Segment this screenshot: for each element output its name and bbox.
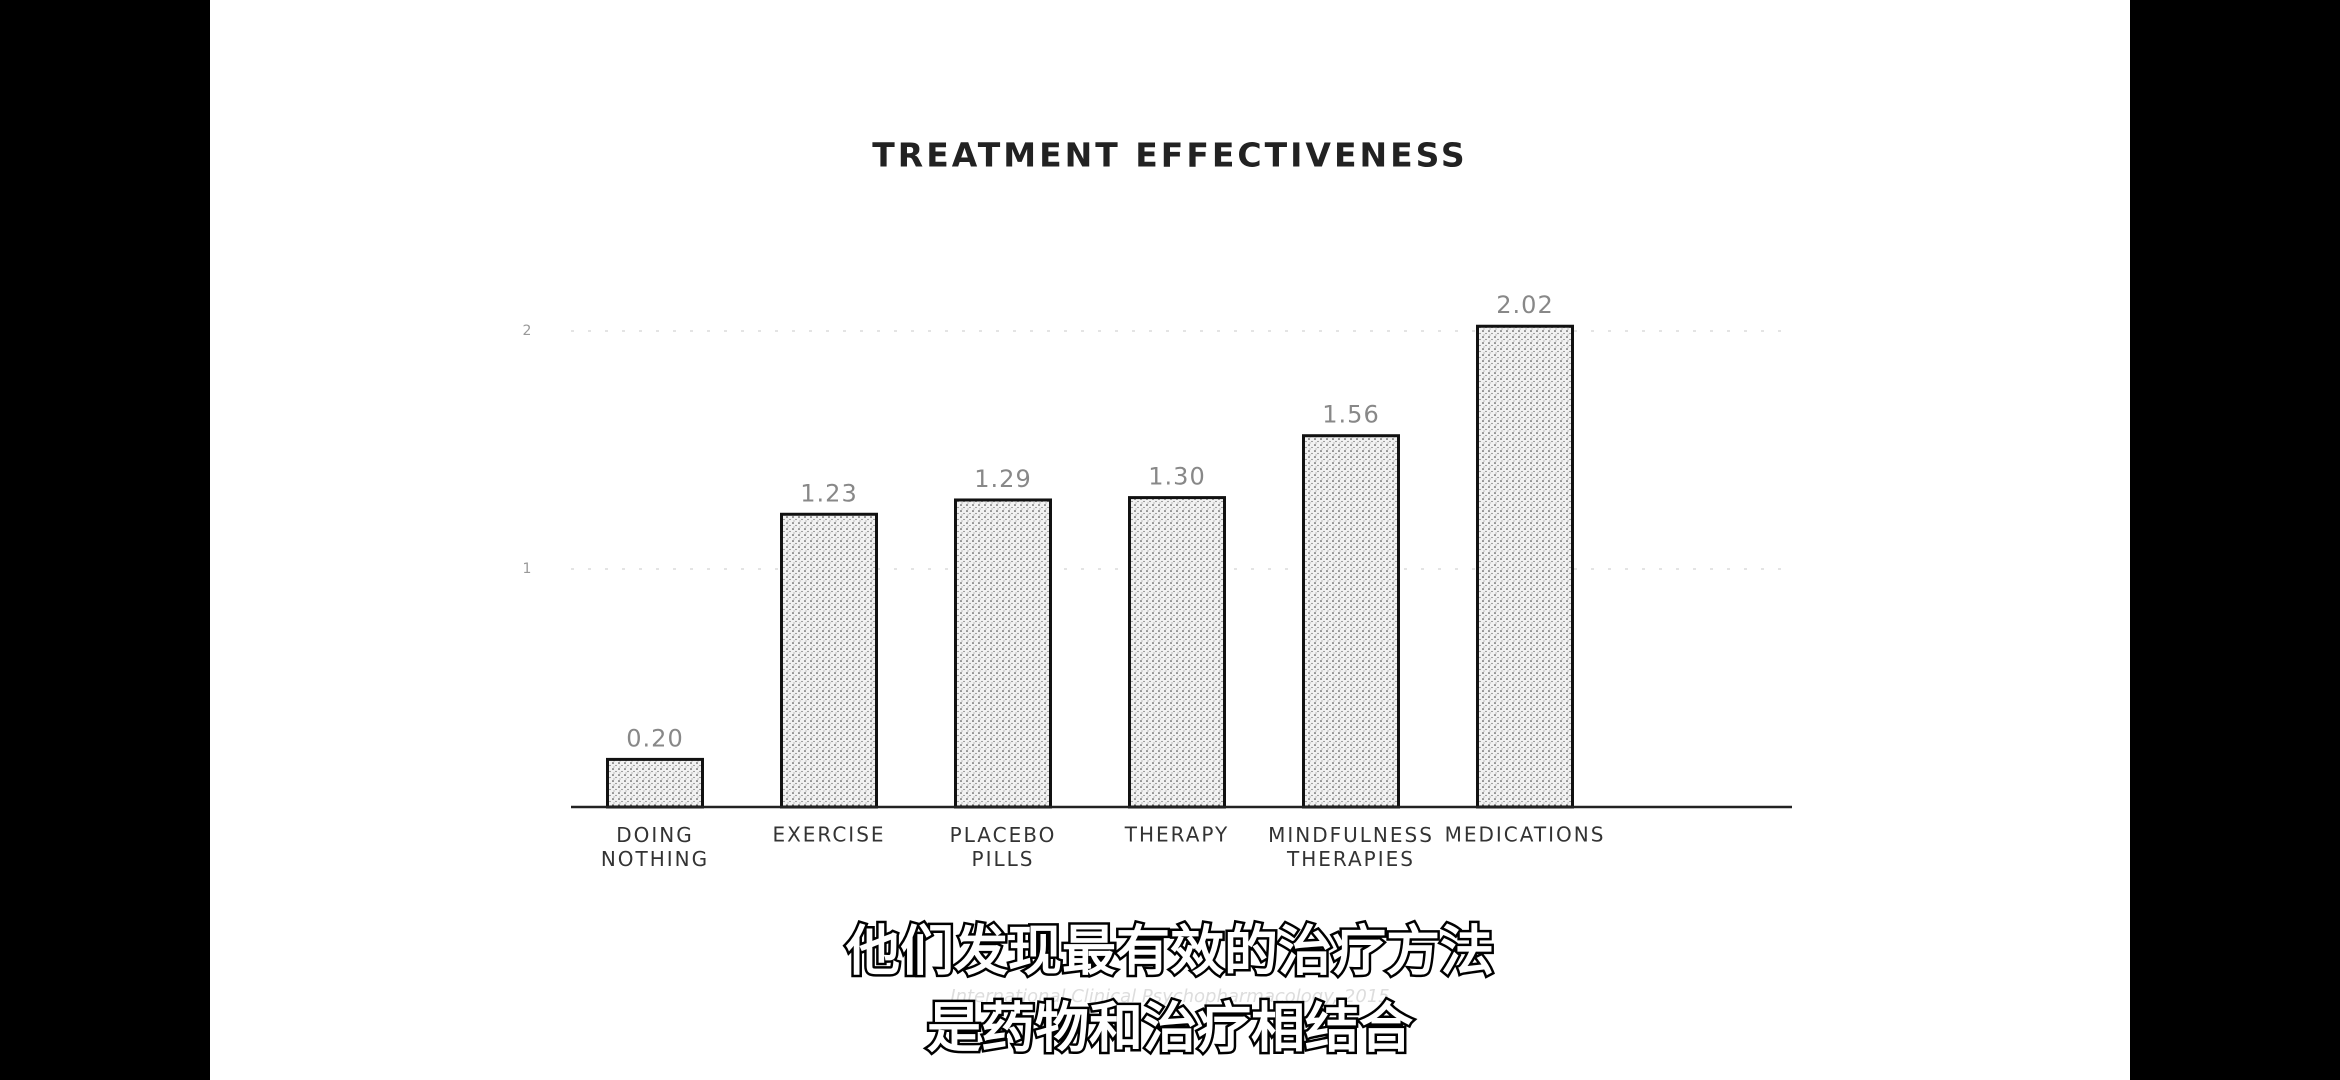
bar [606,757,704,809]
bar [1128,496,1226,809]
value-label: 1.30 [1148,463,1205,491]
caption: 是药物和治疗相结合 [927,997,1413,1060]
x-tick-label: MINDFULNESS THERAPIES [1268,823,1434,871]
x-tick-label: MEDICATIONS [1445,823,1606,847]
value-label: 2.02 [1496,291,1553,319]
chart-title: TREATMENT EFFECTIVENESS [872,136,1467,175]
y-tick-label: 2 [523,323,532,339]
x-tick-label: THERAPY [1124,823,1230,847]
y-tick-label: 1 [523,561,532,577]
x-tick-label: DOING NOTHING [601,823,709,871]
caption: 他们发现最有效的治疗方法 [845,920,1494,983]
bar [780,512,878,809]
bar [1302,434,1400,809]
bar [954,498,1052,809]
value-label: 1.29 [974,465,1031,493]
value-label: 1.56 [1322,401,1379,429]
plot: 1 2 0.20 DOING NOTHING 1.23 EXERCISE 1.29 PLACEB… [523,291,1792,871]
value-label: 1.23 [800,479,857,507]
source: International Clinical Psychopharmacolog… [950,986,1389,1007]
x-tick-label: EXERCISE [772,823,885,847]
x-tick-label: PLACEBO PILLS [950,823,1057,871]
value-label: 0.20 [626,724,683,752]
bar [1476,324,1574,809]
